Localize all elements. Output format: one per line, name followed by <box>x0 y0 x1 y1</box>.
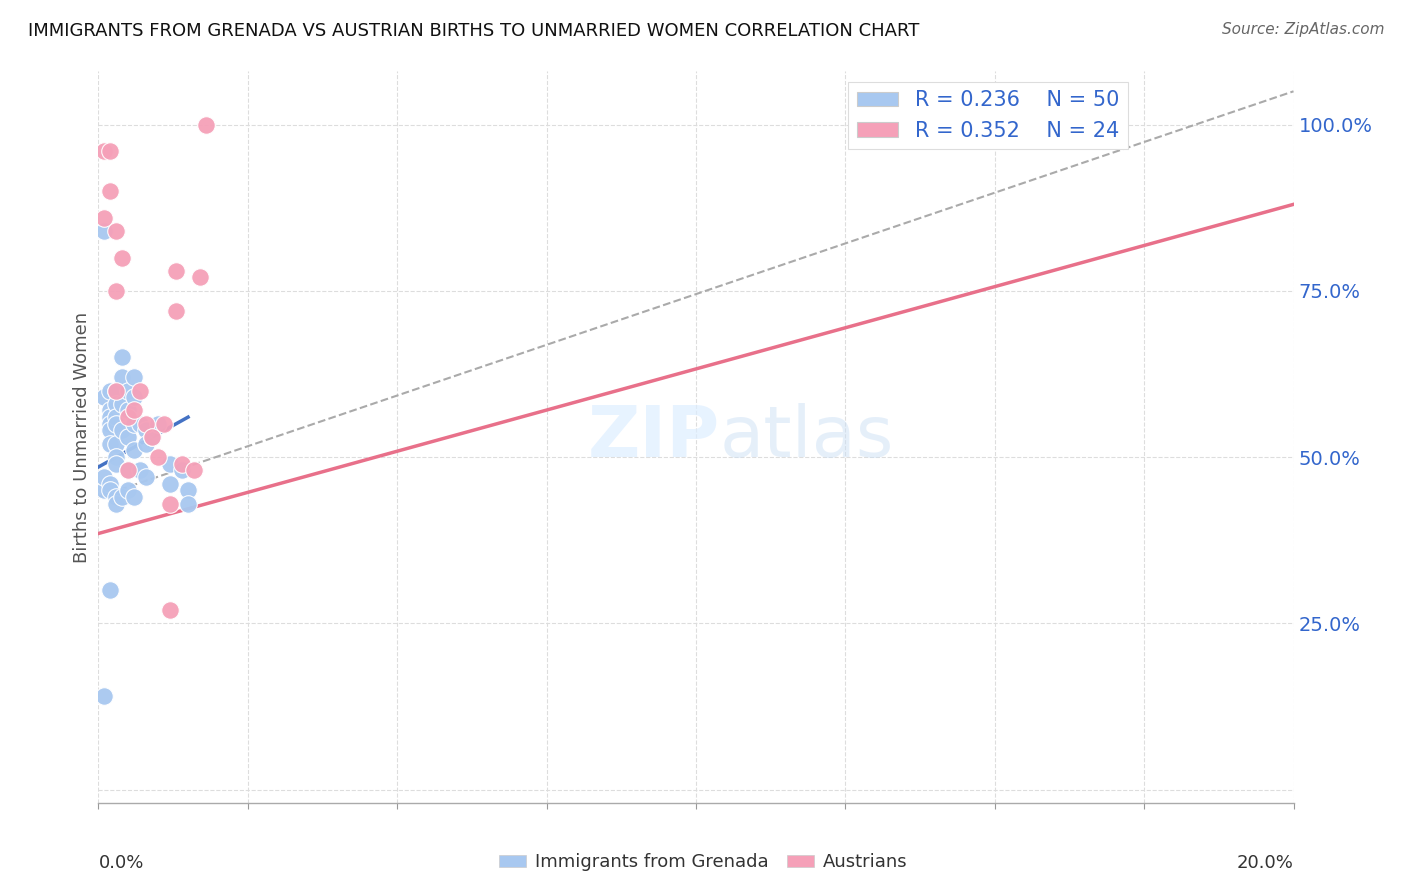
Point <box>117 483 139 498</box>
Point <box>111 424 134 438</box>
Point <box>117 403 139 417</box>
Point <box>100 384 122 398</box>
Point <box>135 470 157 484</box>
Point <box>172 463 194 477</box>
Text: IMMIGRANTS FROM GRENADA VS AUSTRIAN BIRTHS TO UNMARRIED WOMEN CORRELATION CHART: IMMIGRANTS FROM GRENADA VS AUSTRIAN BIRT… <box>28 22 920 40</box>
Point <box>195 118 218 132</box>
Point <box>124 370 146 384</box>
Point <box>111 251 134 265</box>
Point <box>129 417 152 431</box>
Point <box>111 397 134 411</box>
Point <box>117 430 139 444</box>
Point <box>100 436 122 450</box>
Point <box>93 224 115 238</box>
Point <box>100 483 122 498</box>
Point <box>177 497 200 511</box>
Point <box>135 424 157 438</box>
Point <box>105 410 128 425</box>
Point <box>105 224 128 238</box>
Point <box>117 463 139 477</box>
Text: Source: ZipAtlas.com: Source: ZipAtlas.com <box>1222 22 1385 37</box>
Point <box>93 483 115 498</box>
Point <box>93 144 115 158</box>
Legend: R = 0.236    N = 50, R = 0.352    N = 24: R = 0.236 N = 50, R = 0.352 N = 24 <box>848 82 1128 149</box>
Point <box>124 403 146 417</box>
Point <box>159 497 181 511</box>
Point <box>148 417 170 431</box>
Point <box>105 417 128 431</box>
Point <box>100 424 122 438</box>
Point <box>135 436 157 450</box>
Point <box>165 264 187 278</box>
Point <box>100 144 122 158</box>
Point <box>153 417 176 431</box>
Point <box>124 390 146 404</box>
Text: ZIP: ZIP <box>588 402 720 472</box>
Point <box>165 303 187 318</box>
Point <box>100 476 122 491</box>
Point <box>172 457 194 471</box>
Point <box>159 476 181 491</box>
Point <box>124 443 146 458</box>
Point <box>93 690 115 704</box>
Text: atlas: atlas <box>720 402 894 472</box>
Point <box>100 184 122 198</box>
Point <box>93 470 115 484</box>
Point <box>183 463 205 477</box>
Legend: Immigrants from Grenada, Austrians: Immigrants from Grenada, Austrians <box>492 847 914 879</box>
Point <box>105 384 128 398</box>
Point <box>129 463 152 477</box>
Point <box>129 384 152 398</box>
Point <box>117 463 139 477</box>
Point <box>105 490 128 504</box>
Point <box>105 457 128 471</box>
Point <box>111 490 134 504</box>
Point <box>105 284 128 298</box>
Point <box>159 603 181 617</box>
Point <box>141 430 163 444</box>
Point <box>93 390 115 404</box>
Point <box>141 430 163 444</box>
Point <box>159 457 181 471</box>
Point <box>135 417 157 431</box>
Point <box>188 270 211 285</box>
Point <box>148 450 170 464</box>
Point <box>93 211 115 225</box>
Point <box>111 370 134 384</box>
Point <box>117 384 139 398</box>
Y-axis label: Births to Unmarried Women: Births to Unmarried Women <box>73 311 91 563</box>
Point <box>100 410 122 425</box>
Point <box>111 351 134 365</box>
Point <box>124 417 146 431</box>
Point <box>105 497 128 511</box>
Point <box>105 384 128 398</box>
Text: 0.0%: 0.0% <box>98 854 143 872</box>
Point <box>117 410 139 425</box>
Point <box>100 403 122 417</box>
Text: 20.0%: 20.0% <box>1237 854 1294 872</box>
Point <box>105 436 128 450</box>
Point <box>100 582 122 597</box>
Point <box>100 417 122 431</box>
Point <box>177 483 200 498</box>
Point <box>105 450 128 464</box>
Point <box>105 397 128 411</box>
Point <box>124 490 146 504</box>
